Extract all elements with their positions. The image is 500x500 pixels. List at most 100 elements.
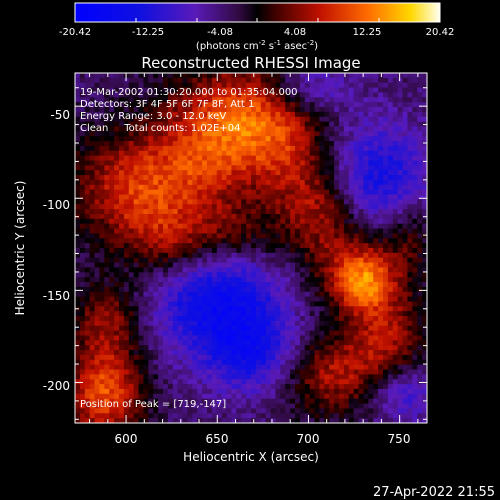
- heatmap-cell: [407, 311, 413, 317]
- heatmap-cell: [343, 175, 350, 181]
- heatmap-cell: [138, 282, 145, 288]
- heatmap-cell: [387, 296, 394, 303]
- heatmap-cell: [192, 209, 198, 215]
- heatmap-cell: [309, 262, 316, 269]
- heatmap-cell: [197, 272, 203, 278]
- heatmap-cell: [255, 354, 262, 361]
- heatmap-cell: [99, 111, 105, 118]
- heatmap-cell: [148, 160, 154, 166]
- heatmap-cell: [363, 175, 369, 181]
- heatmap-cell: [231, 111, 237, 118]
- heatmap-cell: [89, 345, 96, 351]
- heatmap-cell: [353, 311, 360, 317]
- heatmap-cell: [79, 189, 86, 196]
- heatmap-cell: [192, 320, 198, 327]
- heatmap-cell: [363, 252, 369, 259]
- heatmap-cell: [417, 194, 423, 200]
- heatmap-cell: [207, 92, 213, 98]
- heatmap-cell: [353, 228, 360, 235]
- heatmap-cell: [133, 301, 140, 307]
- heatmap-cell: [177, 165, 184, 171]
- heatmap-cell: [226, 291, 233, 298]
- heatmap-cell: [99, 325, 105, 332]
- heatmap-cell: [167, 184, 174, 191]
- heatmap-cell: [114, 121, 120, 128]
- heatmap-cell: [397, 160, 404, 166]
- heatmap-cell: [197, 316, 203, 322]
- heatmap-cell: [109, 170, 115, 176]
- heatmap-cell: [128, 345, 135, 351]
- heatmap-cell: [94, 223, 101, 230]
- heatmap-cell: [119, 97, 125, 103]
- heatmap-cell: [79, 286, 86, 293]
- heatmap-cell: [397, 218, 404, 225]
- heatmap-cell: [236, 233, 242, 239]
- heatmap-cell: [133, 306, 140, 312]
- heatmap-cell: [182, 369, 189, 375]
- heatmap-cell: [75, 73, 81, 79]
- heatmap-cell: [295, 238, 301, 244]
- heatmap-cell: [407, 184, 413, 191]
- heatmap-cell: [221, 233, 228, 239]
- heatmap-cell: [383, 354, 389, 361]
- heatmap-cell: [148, 325, 154, 332]
- heatmap-cell: [412, 393, 418, 400]
- heatmap-cell: [324, 306, 330, 312]
- heatmap-cell: [329, 296, 335, 303]
- heatmap-cell: [280, 165, 286, 171]
- heatmap-cell: [260, 209, 267, 215]
- heatmap-cell: [163, 354, 169, 361]
- heatmap-cell: [216, 272, 223, 278]
- heatmap-cell: [207, 179, 213, 186]
- heatmap-cell: [290, 403, 296, 410]
- heatmap-cell: [324, 233, 330, 239]
- heatmap-cell: [158, 92, 164, 98]
- heatmap-cell: [422, 194, 427, 200]
- heatmap-cell: [324, 92, 330, 98]
- heatmap-cell: [324, 213, 330, 220]
- heatmap-cell: [246, 145, 252, 152]
- heatmap-cell: [378, 403, 384, 410]
- heatmap-cell: [202, 320, 208, 327]
- heatmap-cell: [226, 111, 233, 118]
- heatmap-cell: [280, 150, 286, 157]
- heatmap-cell: [275, 267, 281, 273]
- heatmap-cell: [109, 364, 115, 371]
- heatmap-cell: [75, 272, 81, 278]
- heatmap-cell: [84, 136, 91, 142]
- heatmap-cell: [75, 311, 81, 317]
- heatmap-cell: [324, 199, 330, 205]
- heatmap-cell: [353, 403, 360, 410]
- heatmap-cell: [295, 136, 301, 142]
- heatmap-cell: [182, 296, 189, 303]
- heatmap-cell: [246, 92, 252, 98]
- heatmap-cell: [358, 223, 365, 230]
- heatmap-cell: [177, 92, 184, 98]
- heatmap-cell: [392, 82, 399, 89]
- heatmap-cell: [314, 150, 321, 157]
- heatmap-cell: [397, 73, 404, 79]
- heatmap-cell: [299, 199, 306, 205]
- heatmap-cell: [216, 262, 223, 269]
- heatmap-cell: [143, 364, 149, 371]
- heatmap-cell: [358, 354, 365, 361]
- heatmap-cell: [109, 243, 115, 249]
- heatmap-cell: [363, 126, 369, 132]
- heatmap-cell: [226, 87, 233, 94]
- heatmap-cell: [143, 131, 149, 137]
- heatmap-cell: [422, 160, 427, 166]
- heatmap-cell: [339, 228, 345, 235]
- heatmap-cell: [348, 335, 355, 341]
- heatmap-cell: [260, 194, 267, 200]
- heatmap-cell: [290, 364, 296, 371]
- heatmap-cell: [182, 335, 189, 341]
- heatmap-cell: [290, 155, 296, 162]
- heatmap-cell: [363, 277, 369, 283]
- heatmap-cell: [221, 350, 228, 356]
- heatmap-cell: [290, 73, 296, 79]
- heatmap-cell: [373, 175, 379, 181]
- heatmap-cell: [334, 150, 340, 157]
- heatmap-cell: [182, 301, 189, 307]
- heatmap-cell: [75, 77, 81, 84]
- heatmap-cell: [99, 223, 105, 230]
